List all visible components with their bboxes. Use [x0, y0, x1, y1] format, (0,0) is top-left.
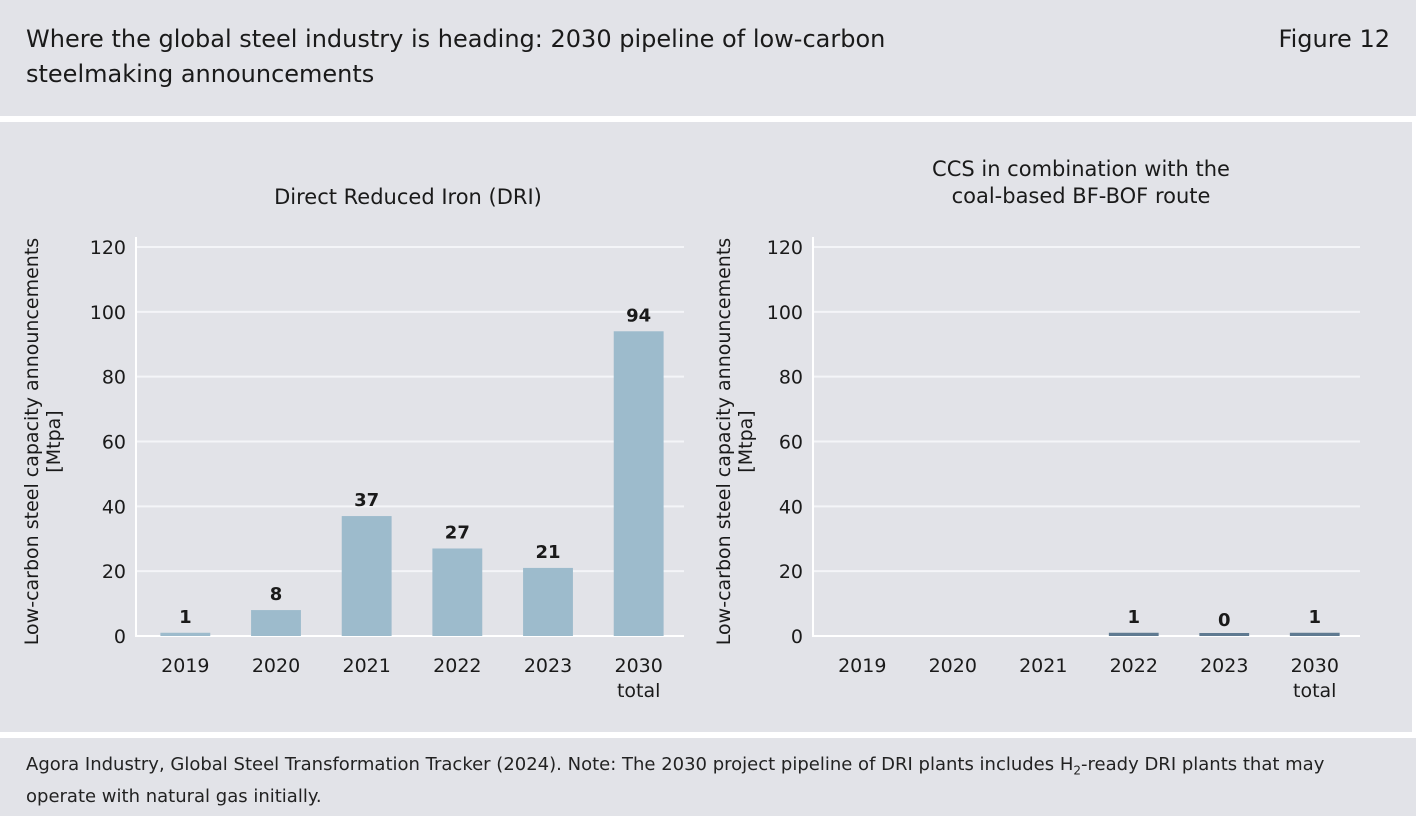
x-tick-label: 2020: [252, 655, 300, 677]
source-note-text: Agora Industry, Global Steel Transformat…: [26, 754, 1074, 775]
x-tick-label: 2022: [1110, 655, 1158, 677]
bar: [341, 516, 392, 636]
y-tick-label: 40: [102, 496, 126, 518]
bar: [160, 632, 211, 636]
source-note-text-end: -ready DRI plants that may operate with …: [26, 754, 1325, 807]
y-axis-label: [Mtpa]: [735, 410, 757, 472]
y-tick-label: 80: [102, 367, 126, 389]
data-label: 8: [270, 584, 283, 605]
charts-canvas: Direct Reduced Iron (DRI)020406080100120…: [21, 157, 1360, 702]
y-tick-label: 20: [102, 561, 126, 583]
x-tick-label: 2019: [838, 655, 886, 677]
data-label: 0: [1218, 610, 1231, 631]
figure-footer: Agora Industry, Global Steel Transformat…: [0, 738, 1416, 816]
x-tick-label: total: [617, 680, 660, 702]
bar: [1199, 633, 1250, 636]
x-tick-label: 2020: [929, 655, 977, 677]
y-tick-label: 120: [90, 237, 126, 259]
chart-title: CCS in combination with the: [932, 157, 1230, 181]
data-label: 1: [1308, 607, 1321, 628]
bar: [523, 567, 573, 636]
y-tick-label: 100: [767, 302, 803, 324]
x-tick-label: 2023: [1200, 655, 1248, 677]
x-tick-label: 2021: [1019, 655, 1067, 677]
charts-panel: Direct Reduced Iron (DRI) 0 20 40 60 80 100 120…: [0, 122, 1412, 732]
y-axis-label: Low-carbon steel capacity announcements: [21, 238, 43, 645]
x-tick-label: total: [1293, 680, 1336, 702]
chart-title: coal-based BF-BOF route: [952, 184, 1211, 208]
figure-title: Where the global steel industry is headi…: [26, 25, 886, 88]
y-tick-label: 60: [779, 432, 803, 454]
ccs-chart: CCS in combination with the coal-based BF…: [713, 157, 1360, 702]
y-tick-label: 0: [114, 626, 126, 648]
data-label: 37: [354, 490, 379, 511]
data-label: 21: [535, 542, 560, 563]
chart-title: Direct Reduced Iron (DRI): [274, 185, 542, 209]
data-label: 27: [445, 522, 470, 543]
data-label: 1: [1127, 607, 1140, 628]
data-label: 1: [179, 607, 192, 628]
y-axis-label: [Mtpa]: [43, 410, 65, 472]
source-note: Agora Industry, Global Steel Transformat…: [26, 752, 1326, 809]
y-tick-label: 60: [102, 432, 126, 454]
bar: [1108, 632, 1159, 636]
data-label: 94: [626, 305, 651, 326]
bar: [432, 548, 483, 636]
bar: [1289, 632, 1340, 636]
y-axis-label: Low-carbon steel capacity announcements: [713, 238, 735, 645]
y-tick-label: 80: [779, 367, 803, 389]
bar: [613, 331, 664, 636]
dri-chart: Direct Reduced Iron (DRI)020406080100120…: [21, 185, 684, 702]
y-tick-label: 40: [779, 496, 803, 518]
figure-header: Where the global steel industry is headi…: [0, 0, 1416, 116]
y-tick-label: 120: [767, 237, 803, 259]
x-tick-label: 2019: [161, 655, 209, 677]
x-tick-label: 2023: [524, 655, 572, 677]
bar: [251, 610, 301, 636]
y-tick-label: 0: [791, 626, 803, 648]
y-tick-label: 100: [90, 302, 126, 324]
figure-number: Figure 12: [1278, 25, 1390, 53]
x-tick-label: 2022: [433, 655, 481, 677]
x-tick-label: 2030: [614, 655, 662, 677]
source-note-subscript: 2: [1073, 763, 1082, 778]
x-tick-label: 2021: [342, 655, 390, 677]
y-tick-label: 20: [779, 561, 803, 583]
x-tick-label: 2030: [1291, 655, 1339, 677]
